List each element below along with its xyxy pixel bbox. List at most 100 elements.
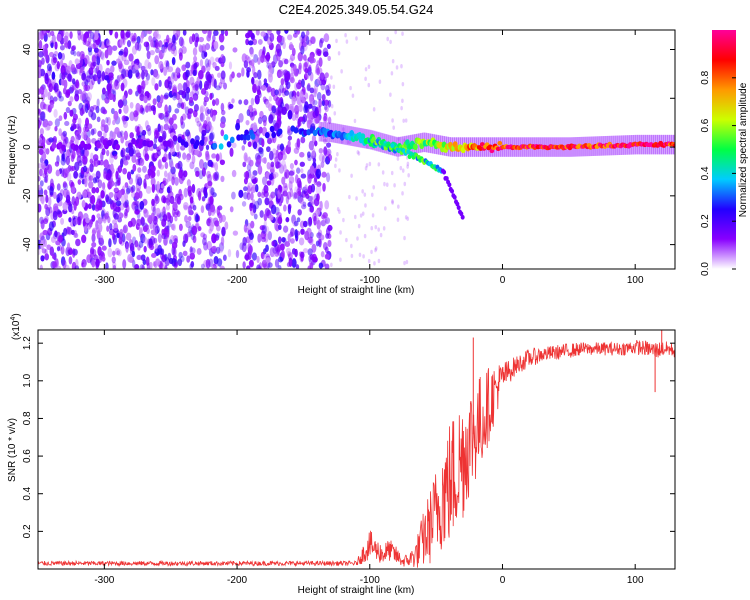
spectrogram-cell — [128, 53, 134, 62]
spectrogram-cell — [171, 241, 178, 249]
snr-xtick-label: -100 — [360, 575, 380, 586]
spectrogram-cell — [123, 46, 129, 57]
spectrogram-cell — [283, 164, 287, 173]
spectrogram-cell — [374, 247, 377, 253]
spectrogram-cell — [106, 83, 112, 92]
spectrogram-cell — [38, 137, 43, 145]
spectrogram-cell — [184, 106, 190, 115]
spectrogram-cell — [215, 85, 221, 91]
spectrogram-cell — [316, 91, 322, 101]
spectrogram-cell — [294, 113, 299, 121]
spectrogram-cell — [83, 165, 88, 173]
spectrogram-cell — [112, 264, 117, 269]
spectrogram-cell — [258, 79, 262, 90]
spectrogram-cell — [246, 192, 251, 201]
spectrogram-cell — [214, 98, 220, 106]
spectrogram-cell — [304, 61, 308, 69]
spectrogram-cell — [84, 103, 89, 114]
spectrogram-cell — [322, 242, 328, 251]
spectrogram-cell — [91, 55, 97, 64]
spectrogram-cell — [44, 253, 50, 261]
spectrogram-cell — [296, 138, 301, 148]
spectrogram-cell — [109, 223, 113, 231]
snr-xlabel: Height of straight line (km) — [298, 585, 415, 596]
spectrogram-cell — [315, 63, 320, 74]
spectrogram-cell — [154, 83, 159, 91]
spectrogram-cell — [58, 128, 62, 137]
spectrogram-cell — [108, 198, 113, 205]
spectrogram-cell — [198, 44, 203, 53]
spectrogram-cell — [294, 82, 299, 91]
spectrogram-cell — [277, 264, 282, 269]
spectrogram-cell — [315, 209, 320, 216]
spectrogram-cell — [253, 110, 258, 116]
snr-marks — [38, 330, 675, 568]
spectrogram-cell — [153, 227, 158, 236]
spectrogram-cell — [161, 195, 166, 204]
spectrogram-cell — [404, 118, 408, 123]
spectrogram-cell — [58, 115, 63, 122]
spectrogram-cell — [154, 55, 160, 65]
spectrogram-cell — [287, 109, 293, 120]
spectrogram-cell — [149, 50, 155, 56]
spectrogram-cell — [126, 40, 132, 48]
spectrogram-cell — [101, 87, 106, 95]
spectrogram-cell — [295, 144, 301, 150]
spectrogram-cell — [41, 92, 45, 102]
spectrogram-cell — [284, 241, 291, 248]
spectrogram-cell — [181, 46, 187, 54]
spectrogram-cell — [120, 135, 125, 144]
spectrogram-cell — [245, 54, 249, 61]
spectrogram-cell — [342, 217, 345, 223]
chart-title: C2E4.2025.349.05.54.G24 — [279, 2, 434, 17]
spectrogram-cell — [249, 159, 254, 167]
spectrogram-cell — [290, 227, 295, 237]
spectrogram-cell — [127, 69, 133, 79]
spectrogram-cell — [304, 67, 309, 74]
spectrogram-cell — [218, 143, 224, 150]
spectrogram-cell — [157, 160, 161, 169]
spectrogram-cell — [222, 254, 227, 261]
spectrogram-cell — [157, 112, 163, 119]
spectrogram-cell — [106, 59, 110, 66]
spectrogram-cell — [67, 40, 72, 50]
spectrogram-cell — [81, 200, 86, 208]
spectrogram-cell — [356, 236, 359, 241]
spectrogram-cell — [52, 191, 57, 200]
spectrogram-cell — [213, 78, 217, 89]
spectrogram-cell — [175, 66, 180, 76]
spectrogram-cell — [75, 123, 80, 129]
spectrogram-cell — [57, 192, 63, 202]
spectrogram-cell — [132, 149, 136, 155]
spectrogram-cell — [111, 233, 116, 241]
spectrogram-cell — [293, 127, 299, 134]
spectrogram-cell — [309, 195, 315, 205]
spectrogram-cell — [139, 93, 145, 102]
spectrogram-cell — [89, 248, 95, 259]
spectrogram-cell — [313, 87, 317, 94]
spectrogram-cell — [109, 154, 114, 164]
spectrogram-cell — [400, 64, 403, 69]
spectrogram-cell — [330, 75, 333, 80]
spectrogram-cell — [199, 112, 205, 122]
spectrogram-cell — [139, 158, 145, 166]
spectrogram-cell — [238, 99, 243, 105]
spectrogram-cell — [115, 170, 119, 180]
spectrogram-cell — [351, 93, 355, 98]
spectrogram-cell — [187, 185, 192, 194]
spectrogram-cell — [84, 148, 90, 158]
spectrogram-cell — [183, 82, 187, 92]
spectrogram-cell — [171, 172, 176, 180]
spectrogram-cell — [353, 118, 357, 124]
snr-ytick-label: 1.2 — [22, 336, 33, 350]
spectrogram-cell — [305, 193, 310, 199]
spectrogram-cell — [164, 264, 168, 269]
spectrogram-cell — [42, 229, 48, 236]
spectrogram-cell — [319, 37, 325, 44]
spectrogram-cell — [250, 133, 256, 140]
spectrogram-cell — [270, 204, 277, 215]
spectrogram-cell — [267, 262, 273, 268]
snr-ytick-label: 0.4 — [22, 486, 33, 500]
spectrogram-cell — [103, 131, 107, 138]
spectrogram-cell — [171, 176, 175, 186]
